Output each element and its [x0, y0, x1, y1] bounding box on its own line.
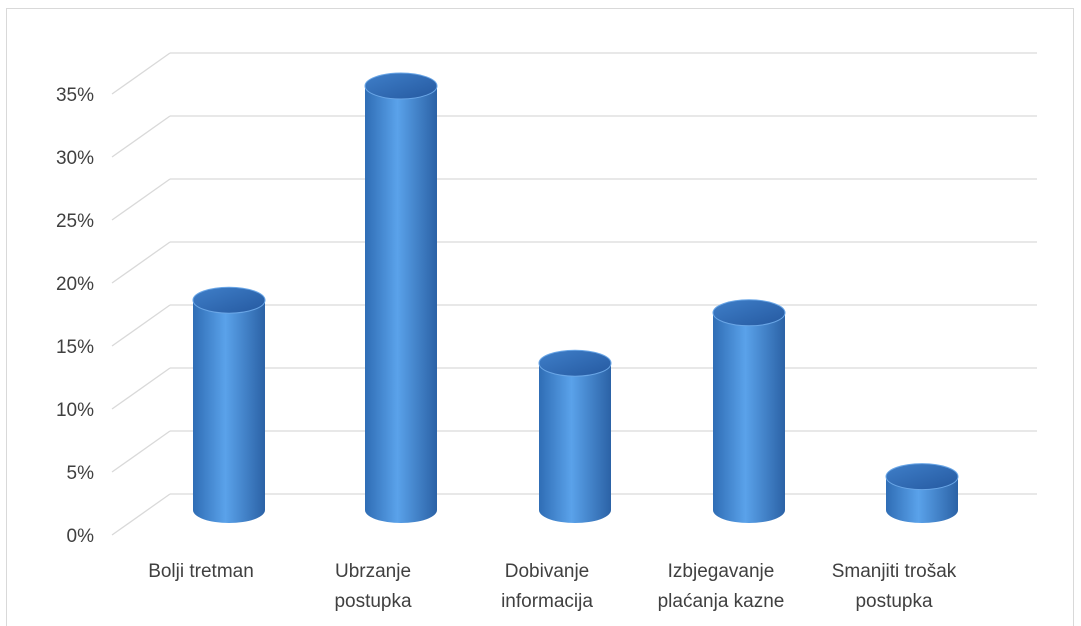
y-tick-label: 15% [56, 337, 94, 358]
gridline-diagonal [111, 115, 171, 158]
bar-body [193, 300, 265, 523]
bar-top [364, 72, 438, 100]
y-tick-label: 25% [56, 211, 94, 232]
gridline-diagonal [111, 430, 171, 473]
x-category-label-line: Dobivanje [505, 561, 590, 582]
gridline-diagonal [111, 241, 171, 284]
gridline-diagonal [111, 304, 171, 347]
gridline-diagonal [111, 52, 171, 95]
x-category-label-line: plaćanja kazne [658, 591, 785, 612]
bar-2[interactable] [364, 72, 438, 523]
bar-body [365, 86, 437, 523]
y-tick-label: 5% [67, 463, 95, 484]
bar-5[interactable] [885, 463, 959, 523]
x-category-label: Bolji tretman [148, 561, 254, 582]
y-tick-label: 20% [56, 274, 94, 295]
chart-frame [6, 8, 1074, 626]
x-category-label-line: postupka [855, 591, 933, 612]
y-tick-label: 0% [67, 526, 95, 547]
gridline-diagonal [111, 493, 171, 536]
bar-top [192, 286, 266, 314]
y-tick-label: 35% [56, 85, 94, 106]
bar-body [539, 363, 611, 523]
gridline-diagonal [111, 178, 171, 221]
bar-top [885, 463, 959, 491]
bar-top [538, 349, 612, 377]
bar-4[interactable] [712, 299, 786, 523]
bar-top [712, 299, 786, 327]
x-category-label-line: postupka [334, 591, 412, 612]
x-category-label: Ubrzanje postupka [334, 561, 412, 612]
bar-3[interactable] [538, 349, 612, 523]
bar-body [713, 312, 785, 523]
gridline-diagonal [111, 367, 171, 410]
x-category-label: Dobivanje informacija [501, 561, 593, 612]
x-category-label-line: Ubrzanje [335, 561, 411, 582]
x-category-label: Smanjiti trošak postupka [832, 561, 957, 612]
y-tick-label: 10% [56, 400, 94, 421]
x-category-label: Izbjegavanje plaćanja kazne [658, 561, 785, 612]
bar-1[interactable] [192, 286, 266, 523]
y-tick-label: 30% [56, 148, 94, 169]
x-category-label-line: Smanjiti trošak [832, 561, 957, 582]
x-category-label-line: Izbjegavanje [668, 561, 775, 582]
x-category-label-line: Bolji tretman [148, 561, 254, 582]
x-category-label-line: informacija [501, 591, 593, 612]
